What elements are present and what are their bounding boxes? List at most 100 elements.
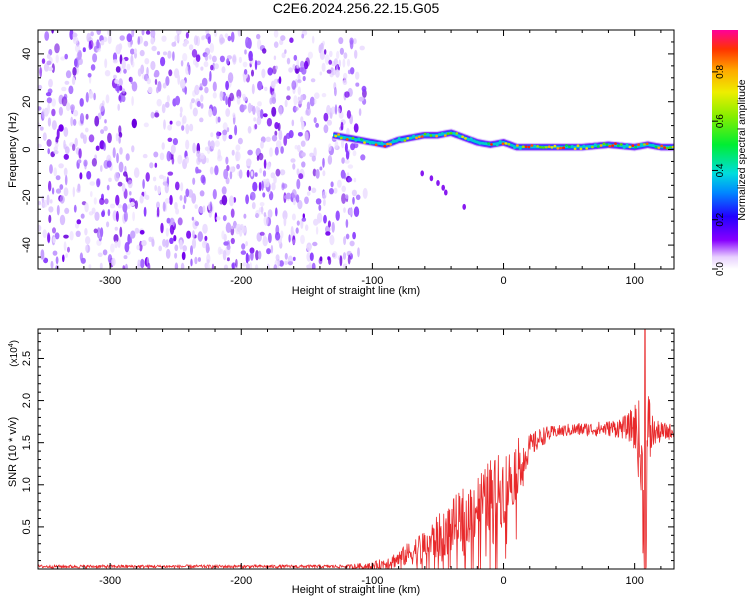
noise-speck <box>292 256 296 261</box>
signal-track-point <box>556 147 560 150</box>
signal-track-point <box>663 146 666 149</box>
noise-speck <box>288 130 294 139</box>
noise-speck <box>331 221 335 233</box>
noise-speck <box>203 61 209 68</box>
noise-speck <box>118 78 123 87</box>
noise-speck <box>247 254 251 262</box>
noise-speck <box>167 124 173 131</box>
noise-speck <box>326 69 332 74</box>
noise-speck <box>257 80 263 91</box>
noise-speck <box>84 244 89 252</box>
chart-title: C2E6.2024.256.22.15.G05 <box>273 0 440 16</box>
secondary-track-point <box>420 170 425 177</box>
noise-speck <box>239 104 245 113</box>
noise-speck <box>55 175 61 181</box>
noise-speck <box>162 82 167 89</box>
noise-speck <box>301 152 306 157</box>
noise-speck <box>99 102 105 112</box>
noise-speck <box>263 215 269 226</box>
noise-speck <box>192 230 195 239</box>
signal-track-point <box>487 142 490 145</box>
noise-speck <box>54 43 60 54</box>
signal-track-point <box>608 144 612 148</box>
spectrogram-ytick-label: -20 <box>21 189 33 205</box>
noise-speck <box>214 140 220 148</box>
noise-speck <box>327 155 333 165</box>
noise-speck <box>118 95 121 101</box>
noise-speck <box>327 220 331 228</box>
noise-speck <box>301 33 305 39</box>
noise-speck <box>278 129 283 141</box>
noise-speck <box>77 49 82 61</box>
noise-speck <box>227 96 231 108</box>
noise-speck <box>334 140 339 149</box>
noise-speck <box>63 187 69 197</box>
noise-speck <box>74 137 78 147</box>
noise-speck <box>137 68 142 77</box>
noise-speck <box>123 68 127 74</box>
noise-speck <box>288 67 293 73</box>
noise-speck <box>180 60 184 67</box>
noise-speck <box>102 36 108 43</box>
noise-speck <box>296 59 300 68</box>
noise-speck <box>243 213 247 219</box>
signal-track-point <box>573 147 577 151</box>
signal-track-point <box>374 143 378 146</box>
noise-speck <box>243 69 248 75</box>
signal-track-point <box>671 145 674 149</box>
noise-speck <box>199 152 205 160</box>
noise-speck <box>346 110 351 119</box>
signal-track-point <box>527 145 531 149</box>
noise-speck <box>130 76 133 85</box>
noise-speck <box>189 123 194 132</box>
noise-speck <box>106 160 112 168</box>
noise-speck <box>107 209 111 217</box>
noise-speck <box>123 255 128 260</box>
noise-speck <box>260 205 264 215</box>
signal-track-point <box>596 145 600 148</box>
noise-speck <box>258 181 262 192</box>
noise-speck <box>79 172 83 180</box>
signal-track <box>331 128 674 152</box>
noise-speck <box>206 157 209 164</box>
noise-speck <box>315 122 319 128</box>
noise-speck <box>185 139 190 150</box>
noise-speck <box>359 45 365 51</box>
noise-speck <box>175 208 180 215</box>
noise-speck <box>351 189 357 197</box>
snr-ytick-label: 2.5 <box>21 351 33 366</box>
noise-speck <box>154 69 160 78</box>
snr-xtick-label: -200 <box>230 575 252 587</box>
noise-speck <box>174 68 180 79</box>
signal-track-point <box>409 137 413 140</box>
noise-speck <box>181 116 185 127</box>
snr-multiplier-exp: 4 <box>8 343 15 347</box>
signal-track-point <box>614 142 617 145</box>
noise-speck <box>183 195 187 204</box>
noise-speck <box>161 35 167 42</box>
noise-speck <box>204 86 209 94</box>
noise-speck <box>297 199 303 210</box>
noise-speck <box>333 58 338 66</box>
snr-multiplier: (x104) <box>8 340 20 367</box>
noise-speck <box>311 35 315 44</box>
noise-speck <box>345 194 349 200</box>
noise-speck <box>133 48 138 54</box>
signal-track-point <box>539 146 542 149</box>
noise-speck <box>122 203 128 213</box>
noise-speck <box>291 119 295 127</box>
noise-speck <box>74 57 80 68</box>
signal-track-point <box>599 144 603 147</box>
noise-speck <box>85 236 91 245</box>
noise-speck <box>341 185 347 193</box>
noise-speck <box>62 254 65 263</box>
noise-speck <box>329 234 335 246</box>
noise-speck <box>113 234 119 243</box>
secondary-track-point <box>441 184 446 191</box>
noise-speck <box>64 80 70 85</box>
signal-track-point <box>619 143 623 146</box>
noise-speck <box>236 89 242 99</box>
noise-speck <box>232 55 237 63</box>
noise-speck <box>229 195 234 207</box>
noise-speck <box>167 50 172 59</box>
